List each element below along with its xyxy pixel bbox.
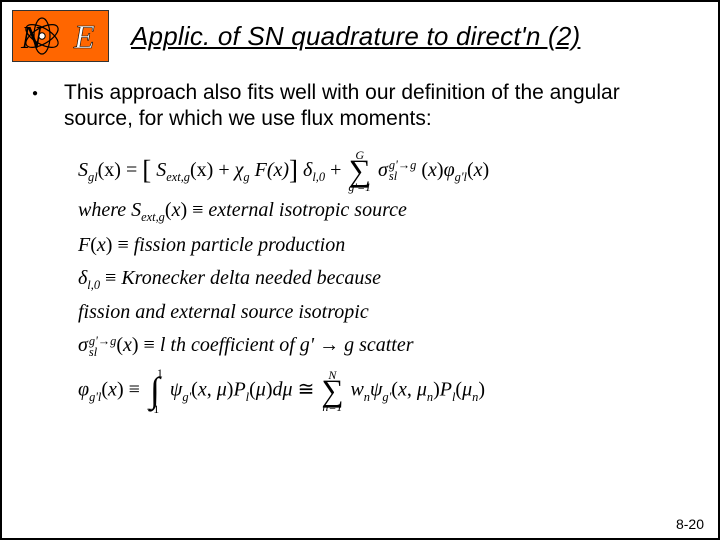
eq-part: (x) = — [98, 159, 143, 181]
def3: Kronecker delta needed because — [121, 267, 381, 289]
P1: P — [233, 379, 245, 401]
P2: P — [440, 379, 452, 401]
dmu: dμ — [273, 379, 293, 401]
atom-logo-icon: N E — [16, 14, 106, 58]
bullet-item: ● This approach also fits well with our … — [32, 80, 678, 133]
mu1: μ — [217, 379, 227, 401]
equiv2: ≡ — [117, 234, 128, 256]
Psub1: l — [246, 390, 249, 404]
sigma-sub2: sl — [89, 347, 116, 358]
sym-phi: φ — [444, 159, 455, 181]
mu3: μ — [417, 379, 427, 401]
equation-block: Sgl(x) = [ Sext,g(x) + χg F(x)] δl,0 + G… — [78, 147, 678, 414]
eq-plus2: + — [325, 159, 346, 181]
phi-sub2: g'l — [89, 390, 101, 404]
where-line-4: σg'→gsl(x) ≡ l th coefficient of g' → g … — [78, 330, 678, 360]
eq-plus: (x) + — [190, 159, 235, 181]
bullet-dot-icon: ● — [32, 88, 38, 99]
bullet-text: This approach also fits well with our de… — [64, 80, 678, 133]
where-line-2: F(x) ≡ fission particle production — [78, 230, 678, 260]
def4: th coefficient of g' → g scatter — [170, 334, 413, 356]
sum-lower: g'=1 — [348, 182, 371, 192]
sigma-sub: sl — [389, 171, 416, 182]
psi-sub2: g' — [382, 390, 391, 404]
psi-sub: g' — [182, 390, 191, 404]
sym-sigma2: σ — [78, 334, 88, 356]
def2: fission particle production — [134, 234, 345, 256]
svg-text:E: E — [73, 19, 95, 56]
equiv3: ≡ — [105, 267, 116, 289]
mu2: μ — [256, 379, 266, 401]
where-line-1: where Sext,g(x) ≡ external isotropic sou… — [78, 195, 678, 227]
slide-body: ● This approach also fits well with our … — [2, 62, 718, 414]
musub2: n — [472, 390, 478, 404]
page-number: 8-20 — [676, 516, 704, 532]
slide-header: N E Applic. of SN quadrature to direct'n… — [2, 2, 718, 62]
sym-S3: S — [131, 199, 141, 221]
equiv5: ≡ — [129, 379, 140, 401]
mu4: μ — [462, 379, 472, 401]
wsub: n — [364, 390, 370, 404]
equiv4: ≡ — [144, 334, 155, 356]
where-line-3: δl,0 ≡ Kronecker delta needed because — [78, 263, 678, 295]
sum-symbol-2: N ∑ n=1 — [321, 370, 343, 412]
equiv1: ≡ — [192, 199, 203, 221]
sym-psi2: ψ — [370, 379, 382, 401]
w: w — [350, 379, 363, 401]
sum2-lower: n=1 — [321, 402, 343, 412]
sub-g: g — [243, 170, 249, 184]
equation-main: Sgl(x) = [ Sext,g(x) + χg F(x)] δl,0 + G… — [78, 147, 678, 192]
sym-phi2: φ — [78, 379, 89, 401]
where-line-3b: fission and external source isotropic — [78, 297, 678, 327]
integral-symbol: 1 ∫ −1 — [147, 368, 163, 414]
musub: n — [427, 390, 433, 404]
def1: external isotropic source — [208, 199, 406, 221]
sum-symbol: G ∑ g'=1 — [348, 150, 371, 192]
sym-S2: S — [156, 159, 166, 181]
logo-badge: N E — [12, 10, 109, 62]
sub-l0b: l,0 — [87, 278, 100, 292]
where-word: where — [78, 199, 131, 221]
ell: l — [160, 334, 166, 356]
sub-extg2: ext,g — [141, 210, 165, 224]
slide-title: Applic. of SN quadrature to direct'n (2) — [131, 21, 580, 52]
sub-gl: gl — [88, 170, 98, 184]
Psub2: l — [452, 390, 455, 404]
approx-sym: ≅ — [298, 379, 315, 401]
sym-Fx: F(x) — [255, 159, 289, 181]
sym-delta: δ — [303, 159, 312, 181]
where-line-5: φg'l(x) ≡ 1 ∫ −1 ψg'(x, μ)Pl(μ)dμ ≅ N ∑ … — [78, 368, 678, 414]
sym-delta2: δ — [78, 267, 87, 289]
sym-sigma: σ — [378, 159, 388, 181]
svg-text:N: N — [20, 19, 44, 55]
phi-sub: g'l — [455, 170, 467, 184]
sym-S: S — [78, 159, 88, 181]
def3b: fission and external source isotropic — [78, 301, 369, 323]
sub-extg: ext,g — [166, 170, 190, 184]
sym-psi: ψ — [170, 379, 182, 401]
sub-l0: l,0 — [312, 170, 325, 184]
